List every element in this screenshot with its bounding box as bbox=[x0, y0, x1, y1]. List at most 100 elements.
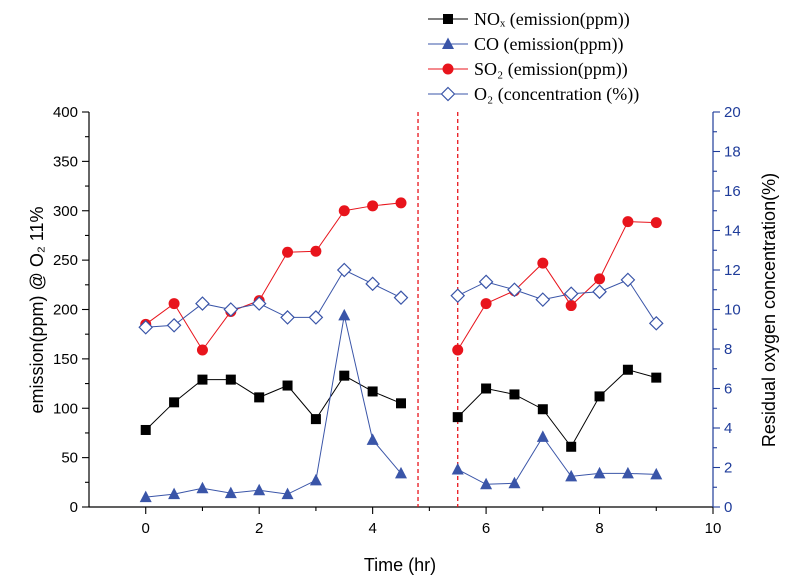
x-axis: 0 2 4 6 8 10 bbox=[142, 507, 722, 537]
data-point-nox bbox=[622, 364, 633, 375]
data-point-nox bbox=[254, 392, 265, 403]
data-point-o2 bbox=[223, 302, 239, 317]
data-point-o2 bbox=[166, 317, 182, 333]
data-point-nox bbox=[310, 414, 321, 425]
y-right-tick-label: 16 bbox=[724, 183, 741, 200]
data-point-o2 bbox=[195, 296, 210, 311]
data-point-so2 bbox=[452, 344, 464, 356]
data-point-co bbox=[508, 476, 521, 489]
y-left-tick-label: 150 bbox=[53, 351, 78, 368]
data-point-nox bbox=[282, 380, 293, 391]
data-point-so2 bbox=[196, 344, 208, 356]
series-o2 bbox=[138, 262, 664, 335]
series-nox bbox=[140, 364, 662, 452]
data-point-co bbox=[650, 467, 663, 480]
data-point-nox bbox=[339, 370, 350, 381]
data-point-o2 bbox=[308, 310, 324, 325]
legend-marker-nox bbox=[443, 14, 453, 24]
data-point-o2 bbox=[251, 296, 267, 311]
data-point-co bbox=[593, 466, 606, 479]
data-point-nox bbox=[651, 372, 662, 383]
data-point-co bbox=[565, 469, 578, 482]
y-axis-right: 0 2 4 6 8 10 12 14 16 18 20 bbox=[713, 104, 741, 516]
data-point-nox bbox=[197, 374, 208, 385]
data-point-co bbox=[139, 490, 152, 503]
legend-label-o2: O₂ (concentration (%)) bbox=[474, 84, 639, 105]
data-point-o2 bbox=[535, 292, 551, 307]
data-point-nox bbox=[396, 398, 406, 409]
y-axis-left-title: emission(ppm) @ O₂ 11% bbox=[27, 207, 47, 414]
data-point-o2 bbox=[620, 272, 636, 288]
data-point-so2 bbox=[537, 257, 549, 269]
series-line-nox bbox=[457, 369, 657, 448]
y-right-tick-label: 0 bbox=[724, 499, 732, 516]
data-point-o2 bbox=[450, 288, 466, 304]
data-point-o2 bbox=[592, 284, 607, 300]
data-point-co bbox=[395, 466, 407, 479]
data-point-so2 bbox=[395, 197, 407, 209]
x-tick-label: 2 bbox=[255, 520, 263, 537]
y-left-tick-label: 200 bbox=[53, 302, 78, 319]
data-point-o2 bbox=[393, 290, 409, 305]
data-point-nox bbox=[509, 389, 520, 400]
y-left-tick-label: 300 bbox=[53, 203, 78, 220]
data-point-o2 bbox=[336, 262, 352, 278]
data-point-so2 bbox=[594, 273, 606, 285]
divider-lines bbox=[417, 112, 459, 507]
data-point-o2 bbox=[365, 276, 380, 292]
data-point-o2 bbox=[138, 319, 154, 335]
legend-label-so2: SO₂ (emission(ppm)) bbox=[474, 59, 628, 80]
series-line-co bbox=[145, 315, 402, 498]
y-left-tick-label: 0 bbox=[70, 499, 78, 516]
y-left-tick-label: 350 bbox=[53, 153, 78, 170]
data-point-co bbox=[366, 433, 379, 445]
x-tick-label: 0 bbox=[142, 520, 150, 537]
data-point-o2 bbox=[280, 310, 295, 325]
x-axis-title: Time (hr) bbox=[364, 555, 436, 575]
legend-marker-co bbox=[442, 37, 454, 49]
data-point-so2 bbox=[338, 205, 350, 217]
data-point-so2 bbox=[480, 298, 492, 310]
data-point-co bbox=[196, 481, 209, 494]
series-line-nox bbox=[145, 374, 402, 431]
data-point-o2 bbox=[478, 274, 494, 290]
data-point-co bbox=[451, 462, 464, 475]
data-point-nox bbox=[594, 391, 605, 402]
y-right-tick-label: 18 bbox=[724, 144, 741, 161]
data-point-so2 bbox=[367, 200, 379, 212]
data-point-co bbox=[338, 308, 351, 321]
data-point-nox bbox=[169, 397, 180, 408]
y-right-tick-label: 20 bbox=[724, 104, 741, 121]
data-point-co bbox=[536, 430, 549, 442]
data-point-nox bbox=[140, 424, 151, 435]
data-point-co bbox=[168, 487, 181, 500]
y-right-tick-label: 10 bbox=[724, 302, 741, 319]
data-point-so2 bbox=[565, 300, 577, 312]
series-line-so2 bbox=[145, 202, 402, 351]
plot-frame bbox=[88, 112, 714, 508]
data-point-so2 bbox=[650, 217, 662, 229]
x-tick-label: 10 bbox=[705, 520, 722, 537]
y-axis-left: 0 50 100 150 200 250 300 350 400 bbox=[53, 104, 89, 516]
y-right-tick-label: 14 bbox=[724, 223, 741, 240]
data-point-nox bbox=[367, 386, 378, 397]
data-point-co bbox=[621, 466, 634, 479]
data-point-co bbox=[253, 483, 266, 496]
series-so2 bbox=[140, 197, 662, 356]
series-co bbox=[139, 308, 663, 503]
y-right-tick-label: 8 bbox=[724, 341, 732, 358]
data-point-nox bbox=[225, 374, 236, 385]
legend-marker-o2 bbox=[440, 86, 456, 102]
data-point-o2 bbox=[648, 315, 664, 331]
x-tick-label: 6 bbox=[482, 520, 490, 537]
y-left-tick-label: 50 bbox=[61, 450, 78, 467]
data-point-nox bbox=[537, 404, 548, 415]
y-right-tick-label: 4 bbox=[724, 420, 732, 437]
x-tick-label: 8 bbox=[595, 520, 603, 537]
data-point-o2 bbox=[507, 282, 522, 298]
data-point-so2 bbox=[310, 245, 322, 257]
y-right-tick-label: 12 bbox=[724, 262, 741, 279]
data-point-co bbox=[480, 477, 493, 490]
y-right-tick-label: 2 bbox=[724, 460, 732, 477]
